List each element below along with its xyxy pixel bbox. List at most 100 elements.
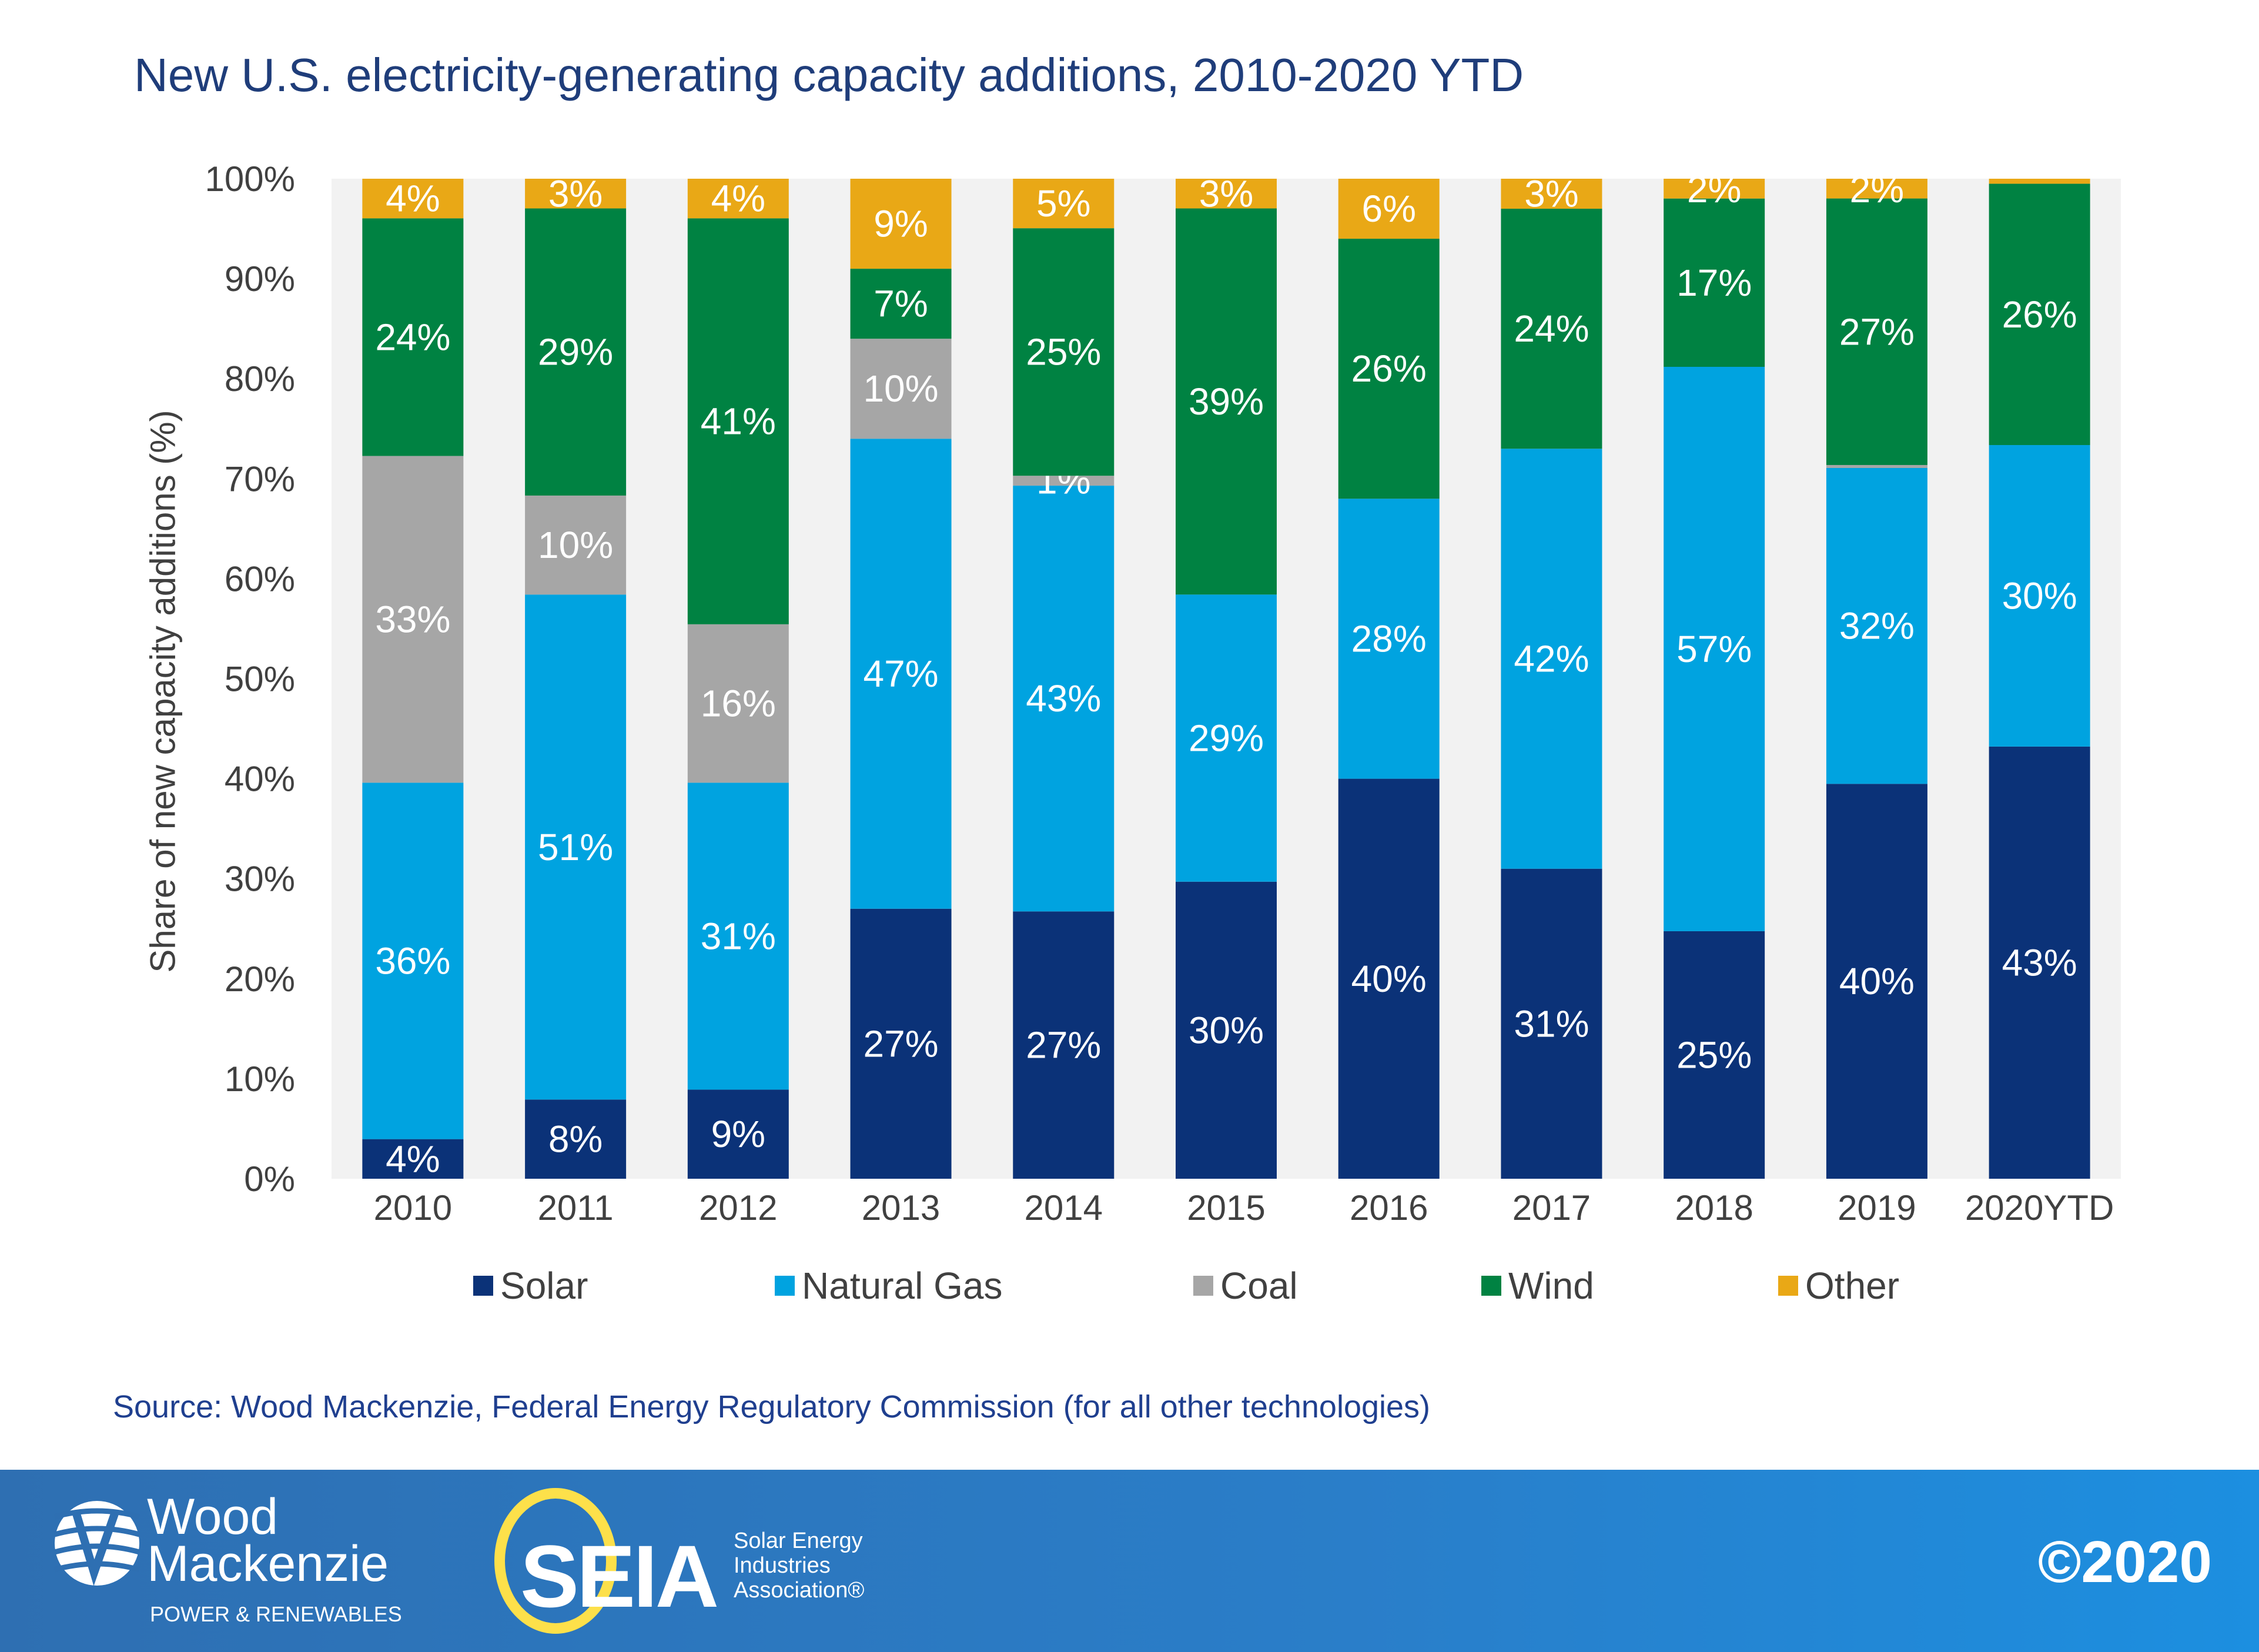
bar-segment-other <box>1501 179 1602 209</box>
data-label: 4% <box>386 178 440 220</box>
bar-segment-natural-gas <box>525 594 627 1100</box>
bar-segment-other <box>1013 179 1115 229</box>
x-tick-label: 2017 <box>1512 1188 1591 1228</box>
data-label: 5% <box>1036 182 1091 225</box>
data-label: 25% <box>1676 1034 1752 1076</box>
data-label: 4% <box>386 1138 440 1180</box>
copyright: ©2020 <box>2037 1529 2212 1595</box>
data-label: 51% <box>538 826 613 868</box>
data-label: 33% <box>375 598 450 640</box>
logo-power-renewables: POWER & RENEWABLES <box>150 1602 402 1626</box>
bar-segment-coal <box>1826 464 1927 468</box>
data-label: 24% <box>1514 307 1589 350</box>
x-tick-label: 2014 <box>1025 1188 1103 1228</box>
y-tick-label: 20% <box>225 959 295 999</box>
legend-label: Wind <box>1508 1265 1594 1307</box>
bar-segment-wind <box>1176 208 1277 595</box>
y-tick-label: 10% <box>225 1059 295 1099</box>
bar-segment-solar <box>850 908 952 1179</box>
data-label: 40% <box>1839 960 1915 1002</box>
bar-segment-wind <box>687 218 789 624</box>
y-tick-label: 0% <box>244 1159 295 1199</box>
legend-swatch <box>1193 1276 1213 1296</box>
bar-segment-natural-gas <box>1664 366 1765 931</box>
data-label: 27% <box>1839 310 1915 353</box>
bar-segment-solar <box>362 1139 464 1179</box>
bar-segment-solar <box>1176 881 1277 1179</box>
data-label: 6% <box>1361 188 1416 230</box>
data-label: 26% <box>2002 293 2077 336</box>
data-label: 29% <box>1189 717 1264 760</box>
data-label: 7% <box>874 283 928 325</box>
data-label: 10% <box>538 524 613 566</box>
bar-segment-wind <box>1989 183 2090 446</box>
bar-segment-coal <box>850 339 952 439</box>
bar-segment-wind <box>850 269 952 339</box>
data-label: 27% <box>1026 1024 1101 1066</box>
bar-segment-wind <box>525 208 627 496</box>
data-label: 47% <box>863 653 938 695</box>
data-label: 10% <box>863 367 938 410</box>
bar-segment-other <box>525 179 627 209</box>
data-label: 31% <box>1514 1002 1589 1045</box>
y-tick-label: 40% <box>225 760 295 799</box>
data-label: 43% <box>1026 677 1101 720</box>
data-label: 2% <box>1687 168 1742 210</box>
data-label: 3% <box>1524 173 1579 215</box>
bar-segment-wind <box>1338 239 1440 499</box>
logo-mackenzie: Mackenzie <box>147 1536 389 1592</box>
legend-label: Natural Gas <box>802 1265 1003 1307</box>
bar-segment-wind <box>1501 209 1602 449</box>
legend-swatch <box>473 1276 493 1296</box>
data-label: 4% <box>711 178 766 220</box>
bar-segment-natural-gas <box>1338 499 1440 779</box>
bar-segment-other <box>687 179 789 219</box>
bar-segment-solar <box>1501 868 1602 1179</box>
bar-segment-coal <box>362 456 464 783</box>
bar-segment-wind <box>1826 198 1927 465</box>
legend-item-coal: Coal <box>1193 1264 1298 1307</box>
y-tick-label: 90% <box>225 259 295 299</box>
bar-segment-other <box>1989 179 2090 184</box>
bar-segment-other <box>1176 179 1277 209</box>
data-label: 3% <box>1199 172 1254 215</box>
data-label: 8% <box>548 1118 603 1161</box>
legend-label: Coal <box>1220 1265 1298 1307</box>
data-label: 30% <box>2002 574 2077 617</box>
y-tick-label: 100% <box>205 159 295 199</box>
source-note: Source: Wood Mackenzie, Federal Energy R… <box>113 1389 1431 1424</box>
bar-segment-wind <box>1013 228 1115 476</box>
footer-banner: Wood Mackenzie POWER & RENEWABLES SEIA S… <box>0 1470 2259 1652</box>
legend-item-natural-gas: Natural Gas <box>775 1264 1002 1307</box>
bar-segment-wind <box>362 218 464 456</box>
y-tick-label: 50% <box>225 660 295 699</box>
data-label: 16% <box>701 683 776 725</box>
data-label: 57% <box>1676 628 1752 670</box>
bar-segment-solar <box>1338 778 1440 1179</box>
logo-seia: SEIA <box>520 1527 719 1626</box>
data-label: 27% <box>863 1022 938 1065</box>
bar-segment-other <box>1664 179 1765 199</box>
bar-segment-solar <box>1826 784 1927 1179</box>
data-label: 39% <box>1189 380 1264 423</box>
data-label: 2% <box>1850 168 1905 210</box>
data-label: 26% <box>1351 347 1427 390</box>
logo-seia-line1: Solar Energy <box>734 1529 863 1553</box>
x-tick-label: 2011 <box>538 1188 614 1228</box>
bar-segment-solar <box>1664 931 1765 1179</box>
bar-segment-other <box>1826 179 1927 199</box>
logo-seia-line3: Association® <box>734 1578 865 1603</box>
data-label: 42% <box>1514 637 1589 680</box>
bar-segment-natural-gas <box>1013 486 1115 912</box>
legend-swatch <box>1778 1276 1798 1296</box>
data-label: 9% <box>874 203 928 245</box>
bar-segment-coal <box>525 495 627 595</box>
x-tick-label: 2018 <box>1675 1188 1753 1228</box>
bar-segment-other <box>1338 179 1440 239</box>
bar-segment-natural-gas <box>1989 445 2090 747</box>
bar-segment-other <box>850 179 952 269</box>
legend-item-other: Other <box>1778 1264 1899 1307</box>
data-label: 28% <box>1351 617 1427 660</box>
data-label: 24% <box>375 316 450 358</box>
logo-seia-line2: Industries <box>734 1553 831 1578</box>
